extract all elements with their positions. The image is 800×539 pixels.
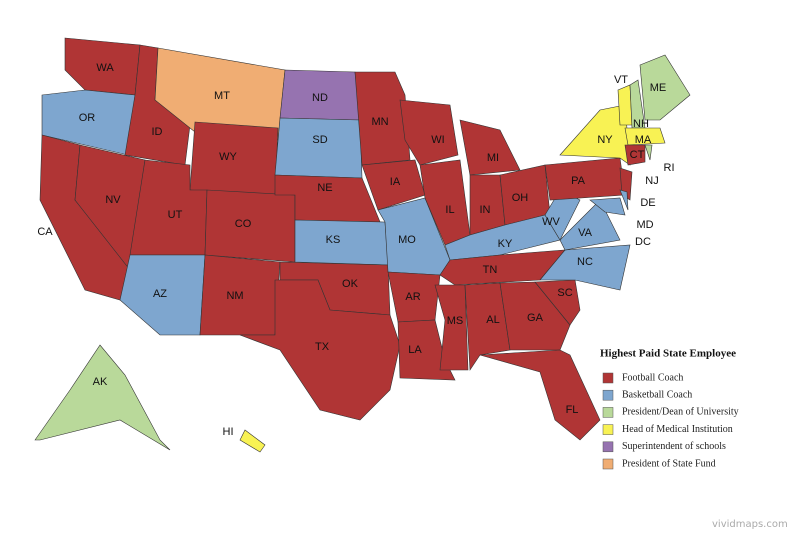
- legend-label: Football Coach: [622, 372, 683, 383]
- state-label: NM: [226, 290, 243, 302]
- state-label: TN: [483, 264, 498, 276]
- legend-swatch: [602, 441, 614, 453]
- legend-label: President/Dean of University: [622, 407, 739, 418]
- legend-swatch: [602, 424, 614, 435]
- state-region: [294, 219, 389, 266]
- state-label: MI: [487, 152, 499, 164]
- state-label: KY: [498, 238, 513, 250]
- state-label: NC: [577, 256, 593, 268]
- state-label: AR: [405, 291, 420, 303]
- state-region: [274, 117, 363, 179]
- state-label: HI: [223, 426, 234, 438]
- legend-label: President of State Fund: [622, 458, 716, 469]
- state-label: WI: [431, 134, 444, 146]
- state-label: SD: [312, 134, 327, 146]
- state-label: NE: [317, 182, 332, 194]
- state-label: ND: [312, 92, 328, 104]
- legend-swatch: [602, 458, 614, 470]
- state-label: SC: [557, 287, 572, 299]
- state-label: IN: [480, 204, 491, 216]
- state-label: PA: [571, 175, 586, 187]
- states-layer: WA OR CA NV ID MT WY UT CO AZ NM ND SD NE KS OK TX MN IA MO…: [34, 37, 691, 453]
- state-label: LA: [408, 344, 422, 356]
- state-label: CO: [235, 218, 252, 230]
- state-label: OH: [512, 192, 529, 204]
- state-label: OK: [342, 278, 359, 290]
- state-region: [624, 144, 646, 166]
- state-label: NJ: [645, 175, 658, 187]
- legend-swatch: [602, 407, 614, 418]
- state-label: MT: [214, 90, 230, 102]
- state-region: [544, 157, 626, 201]
- watermark: vividmaps.com: [712, 519, 788, 530]
- state-label: FL: [566, 404, 579, 416]
- legend: Football Coach Basketball Coach President/…: [602, 372, 739, 470]
- state-region: [399, 99, 459, 166]
- state-region: [239, 429, 266, 453]
- state-label: NV: [105, 194, 121, 206]
- state-region: [239, 279, 401, 421]
- state-label: WY: [219, 151, 237, 163]
- state-label: WV: [542, 216, 560, 228]
- state-region: [639, 54, 691, 121]
- legend-swatch: [602, 389, 614, 401]
- legend-title: Highest Paid State Employee: [600, 348, 736, 360]
- state-region: [619, 189, 629, 211]
- state-region: [459, 119, 521, 176]
- state-label: TX: [315, 341, 330, 353]
- state-label: MD: [636, 219, 653, 231]
- legend-label: Basketball Coach: [622, 389, 692, 400]
- state-label: UT: [168, 209, 183, 221]
- state-region: [539, 244, 631, 291]
- state-region: [479, 349, 601, 441]
- state-label: IL: [445, 204, 454, 216]
- state-label: MO: [398, 234, 416, 246]
- state-label: IA: [390, 176, 401, 188]
- state-label: MN: [371, 116, 388, 128]
- state-label: CT: [630, 149, 645, 161]
- state-region: [119, 254, 206, 336]
- state-region: [624, 127, 666, 146]
- state-label: VT: [614, 74, 628, 86]
- state-label: GA: [527, 312, 544, 324]
- legend-label: Superintendent of schools: [622, 441, 726, 452]
- legend-label: Head of Medical Institution: [622, 424, 733, 435]
- state-region: [559, 199, 621, 251]
- state-label: OR: [79, 112, 96, 124]
- state-region: [589, 197, 626, 216]
- state-label: AL: [486, 314, 499, 326]
- state-label: AK: [93, 376, 108, 388]
- state-label: MS: [447, 315, 464, 327]
- state-label: DE: [640, 197, 655, 209]
- state-region: [534, 279, 581, 326]
- state-label: ME: [650, 82, 667, 94]
- state-label: DC: [635, 236, 651, 248]
- state-label: RI: [664, 162, 675, 174]
- state-label: CA: [37, 226, 53, 238]
- state-region: [644, 144, 653, 161]
- state-region: [34, 344, 171, 451]
- state-label: MA: [635, 134, 652, 146]
- state-label: AZ: [153, 288, 167, 300]
- state-region: [617, 84, 633, 126]
- state-label: WA: [96, 62, 114, 74]
- state-label: NH: [633, 118, 649, 130]
- legend-swatch: [602, 372, 614, 384]
- state-label: KS: [326, 234, 341, 246]
- state-label: VA: [578, 227, 593, 239]
- state-region: [499, 281, 571, 351]
- state-label: NY: [597, 134, 613, 146]
- state-label: ID: [152, 126, 163, 138]
- state-region: [464, 282, 511, 371]
- state-region: [434, 284, 469, 371]
